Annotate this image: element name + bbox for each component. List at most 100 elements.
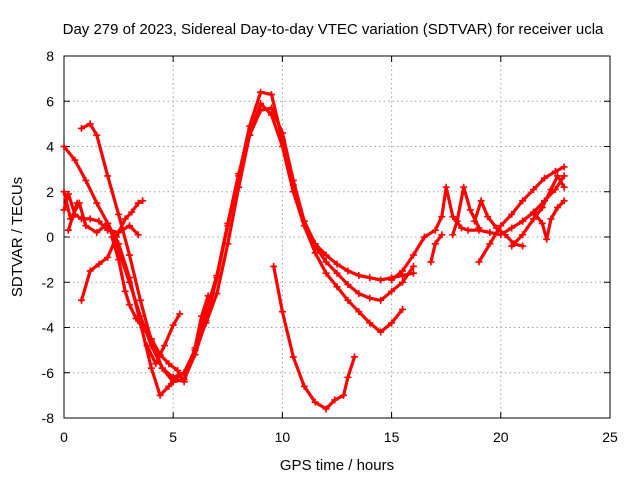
data-point (547, 185, 555, 193)
data-point (431, 226, 439, 234)
data-point (457, 224, 465, 232)
data-point (93, 228, 101, 236)
data-point (519, 242, 527, 250)
data-point (169, 321, 177, 329)
data-point (486, 228, 494, 236)
data-point (497, 222, 505, 230)
data-point (431, 240, 439, 248)
data-point (388, 319, 396, 327)
data-point (409, 269, 417, 277)
data-point (519, 217, 527, 225)
data-point (475, 258, 483, 266)
data-point (82, 176, 90, 184)
data-point (104, 226, 112, 234)
data-point (460, 183, 468, 191)
data-point (540, 174, 548, 182)
data-point (311, 398, 319, 406)
data-point (152, 360, 160, 368)
data-point (366, 274, 374, 282)
data-point (530, 208, 538, 216)
data-point (471, 217, 479, 225)
data-point (388, 287, 396, 295)
data-point (344, 296, 352, 304)
x-axis-label: GPS time / hours (280, 457, 394, 474)
data-point (322, 251, 330, 259)
data-point (86, 215, 94, 223)
data-point (147, 364, 155, 372)
data-point (121, 287, 129, 295)
y-tick-label: 2 (46, 184, 54, 200)
data-point (399, 267, 407, 275)
data-point (508, 224, 516, 232)
data-point (104, 253, 112, 261)
data-point (466, 206, 474, 214)
data-point (501, 231, 509, 239)
data-point (115, 256, 123, 264)
data-point (132, 314, 140, 322)
series-line (62, 101, 405, 379)
data-point (278, 129, 286, 137)
data-point (165, 382, 173, 390)
data-point (409, 251, 417, 259)
data-point (333, 260, 341, 268)
data-point (126, 222, 134, 230)
data-point (93, 199, 101, 207)
data-point (449, 213, 457, 221)
data-point (399, 305, 407, 313)
data-point (355, 308, 363, 316)
data-point (477, 197, 485, 205)
data-point (115, 240, 123, 248)
y-tick-label: -6 (42, 365, 55, 381)
series-line (272, 264, 357, 411)
data-point (388, 276, 396, 284)
y-axis-label: SDTVAR / TECUs (9, 177, 26, 297)
y-tick-label: -4 (42, 320, 55, 336)
data-point (73, 199, 81, 207)
series-sat-l (449, 183, 483, 239)
x-tick-label: 20 (493, 429, 509, 445)
data-point (126, 301, 134, 309)
series-sat-d (60, 190, 142, 239)
data-point (519, 231, 527, 239)
data-point (340, 391, 348, 399)
series-sat-c (60, 104, 417, 399)
data-point (464, 226, 472, 234)
data-point (156, 391, 164, 399)
data-point (165, 360, 173, 368)
data-point (198, 312, 206, 320)
y-tick-label: 0 (46, 229, 54, 245)
data-point (331, 396, 339, 404)
data-point (235, 170, 243, 178)
data-point (300, 217, 308, 225)
data-point (174, 366, 182, 374)
data-point (257, 106, 265, 114)
data-point (377, 296, 385, 304)
series-sat-p (519, 197, 568, 243)
data-point (139, 324, 147, 331)
data-point (213, 290, 221, 298)
data-point (257, 88, 265, 96)
data-point (366, 319, 374, 327)
data-point (438, 213, 446, 221)
data-point (344, 373, 352, 381)
data-point (158, 364, 166, 372)
data-point (180, 378, 188, 386)
data-point (128, 208, 136, 216)
data-point (300, 382, 308, 390)
data-point (115, 210, 123, 218)
data-point (560, 197, 568, 205)
data-point (71, 156, 79, 164)
x-tick-label: 0 (60, 429, 68, 445)
data-point (322, 258, 330, 266)
data-point (77, 215, 85, 223)
data-point (147, 335, 155, 343)
data-point (453, 217, 461, 225)
data-point (69, 213, 77, 221)
data-point (270, 262, 278, 270)
data-point (355, 271, 363, 279)
data-point (322, 405, 330, 413)
data-point (420, 233, 428, 241)
data-point (204, 292, 212, 300)
y-tick-label: 6 (46, 93, 54, 109)
